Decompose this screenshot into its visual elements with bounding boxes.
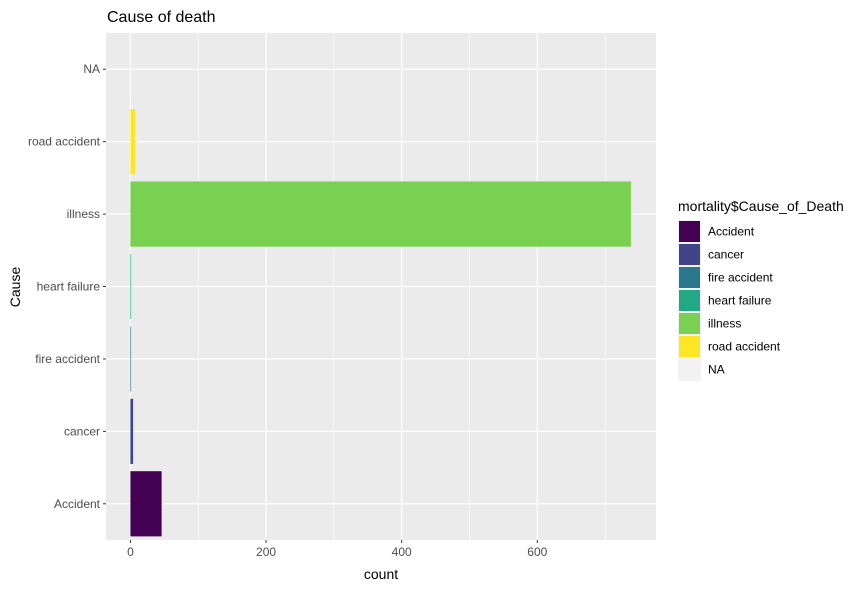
- bar-illness: [130, 181, 631, 247]
- legend-swatch-cancer: [679, 244, 700, 265]
- legend-swatch-na: [679, 359, 700, 380]
- y-tick-label: illness: [67, 207, 100, 221]
- x-axis-ticks: 0 200 400 600: [127, 540, 548, 559]
- x-tick-label: 600: [527, 545, 547, 559]
- legend: mortality$Cause_of_Death Accident cancer f…: [678, 198, 844, 381]
- bar-road-accident: [130, 109, 136, 175]
- legend-label: illness: [708, 317, 741, 331]
- bar-accident: [130, 471, 162, 537]
- legend-swatch-illness: [679, 313, 700, 334]
- y-tick-label: Accident: [54, 497, 101, 511]
- legend-title: mortality$Cause_of_Death: [678, 198, 844, 214]
- legend-label: heart failure: [708, 294, 772, 308]
- legend-swatch-heart-failure: [679, 290, 700, 311]
- legend-swatch-accident: [679, 221, 700, 242]
- major-gridlines: [106, 33, 656, 540]
- legend-label: cancer: [708, 248, 744, 262]
- y-axis-title: Cause: [7, 267, 23, 308]
- x-tick-label: 0: [127, 545, 134, 559]
- chart-title: Cause of death: [107, 9, 216, 26]
- y-axis-ticks: Accident cancer fire accident heart failure…: [28, 62, 106, 511]
- legend-swatch-fire-accident: [679, 267, 700, 288]
- bar-fire-accident: [130, 326, 132, 392]
- legend-label: NA: [708, 363, 725, 377]
- x-axis-title: count: [364, 566, 398, 582]
- x-tick-label: 400: [392, 545, 412, 559]
- legend-label: fire accident: [708, 271, 773, 285]
- bars: [130, 109, 631, 537]
- y-tick-label: cancer: [64, 424, 100, 438]
- legend-label: Accident: [708, 225, 755, 239]
- y-tick-label: road accident: [28, 135, 101, 149]
- bar-cancer: [130, 398, 134, 464]
- y-tick-label: NA: [83, 62, 100, 76]
- x-tick-label: 200: [256, 545, 276, 559]
- bar-heart-failure: [130, 253, 132, 320]
- y-tick-label: fire accident: [35, 352, 100, 366]
- y-tick-label: heart failure: [37, 280, 101, 294]
- legend-label: road accident: [708, 340, 781, 354]
- legend-swatch-road-accident: [679, 336, 700, 357]
